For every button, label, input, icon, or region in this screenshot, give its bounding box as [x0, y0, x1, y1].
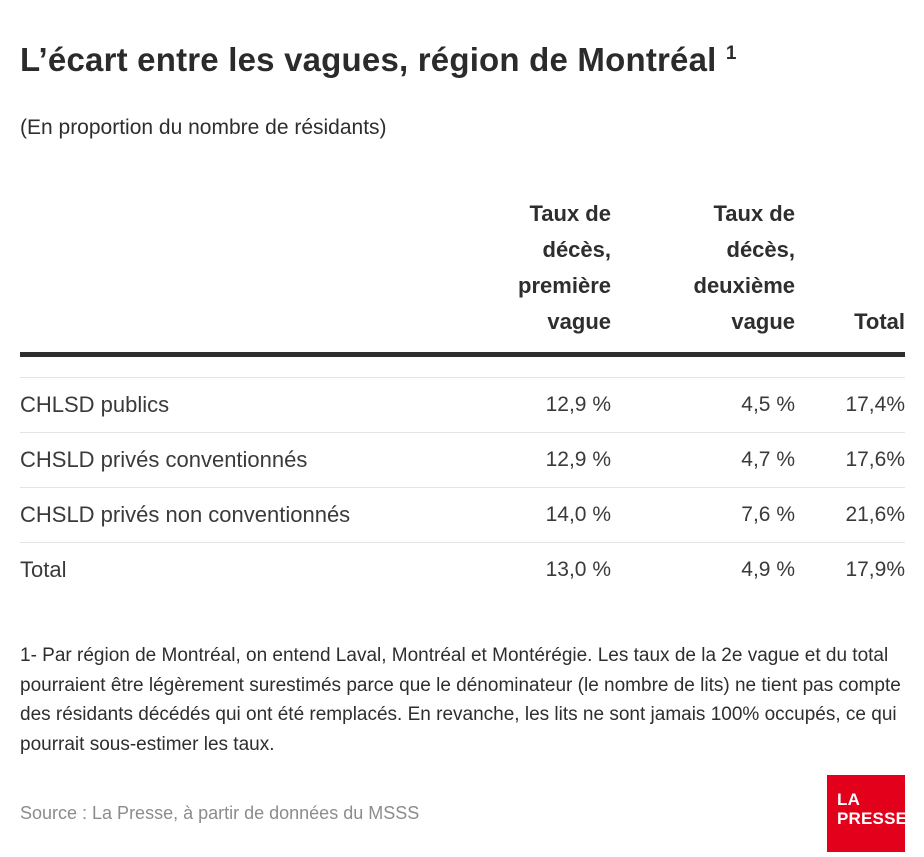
cell-total: 17,9%: [845, 558, 905, 581]
source-credit: Source : La Presse, à partir de données …: [20, 803, 420, 823]
cell-wave1: 13,0 %: [545, 558, 611, 581]
table-row-total: Total 13,0 % 4,9 % 17,9%: [20, 542, 905, 597]
header-cell-wave1: Taux de décès, première vague: [518, 201, 611, 334]
title-text: L’écart entre les vagues, région de Mont…: [20, 41, 717, 78]
table-body: CHLSD publics 12,9 % 4,5 % 17,4% CHSLD p…: [20, 377, 905, 597]
la-presse-logo: LA PRESSE: [827, 775, 908, 852]
table-row: CHLSD publics 12,9 % 4,5 % 17,4%: [20, 377, 905, 432]
cell-wave2: 7,6 %: [741, 503, 795, 526]
row-label: CHSLD privés non conventionnés: [20, 502, 351, 527]
logo-line-1: LA: [837, 790, 861, 809]
footnote-text: 1- Par région de Montréal, on entend Lav…: [20, 645, 901, 755]
footer: Source : La Presse, à partir de données …: [20, 775, 908, 852]
row-label: CHSLD privés conventionnés: [20, 447, 308, 472]
data-table: Taux de décès, première vague Taux de dé…: [20, 196, 905, 597]
header-cell-wave2: Taux de décès, deuxième vague: [693, 201, 796, 334]
header-cell-total: Total: [854, 309, 905, 334]
title-footnote-marker: 1: [725, 43, 737, 64]
row-label: Total: [20, 557, 67, 582]
logo-line-2: PRESSE: [837, 809, 908, 828]
cell-wave2: 4,7 %: [741, 448, 795, 471]
page-subtitle: (En proportion du nombre de résidants): [20, 116, 387, 139]
cell-wave1: 14,0 %: [545, 503, 611, 526]
cell-total: 17,4%: [845, 393, 905, 416]
cell-total: 17,6%: [845, 448, 905, 471]
page-title: L’écart entre les vagues, région de Mont…: [20, 38, 905, 82]
cell-wave2: 4,9 %: [741, 558, 795, 581]
table-row: CHSLD privés non conventionnés 14,0 % 7,…: [20, 487, 905, 542]
table-row: CHSLD privés conventionnés 12,9 % 4,7 % …: [20, 432, 905, 487]
cell-wave1: 12,9 %: [545, 393, 611, 416]
cell-wave2: 4,5 %: [741, 393, 795, 416]
cell-wave1: 12,9 %: [545, 448, 611, 471]
row-label: CHLSD publics: [20, 392, 170, 417]
table-header-row: Taux de décès, première vague Taux de dé…: [20, 196, 905, 357]
cell-total: 21,6%: [845, 503, 905, 526]
